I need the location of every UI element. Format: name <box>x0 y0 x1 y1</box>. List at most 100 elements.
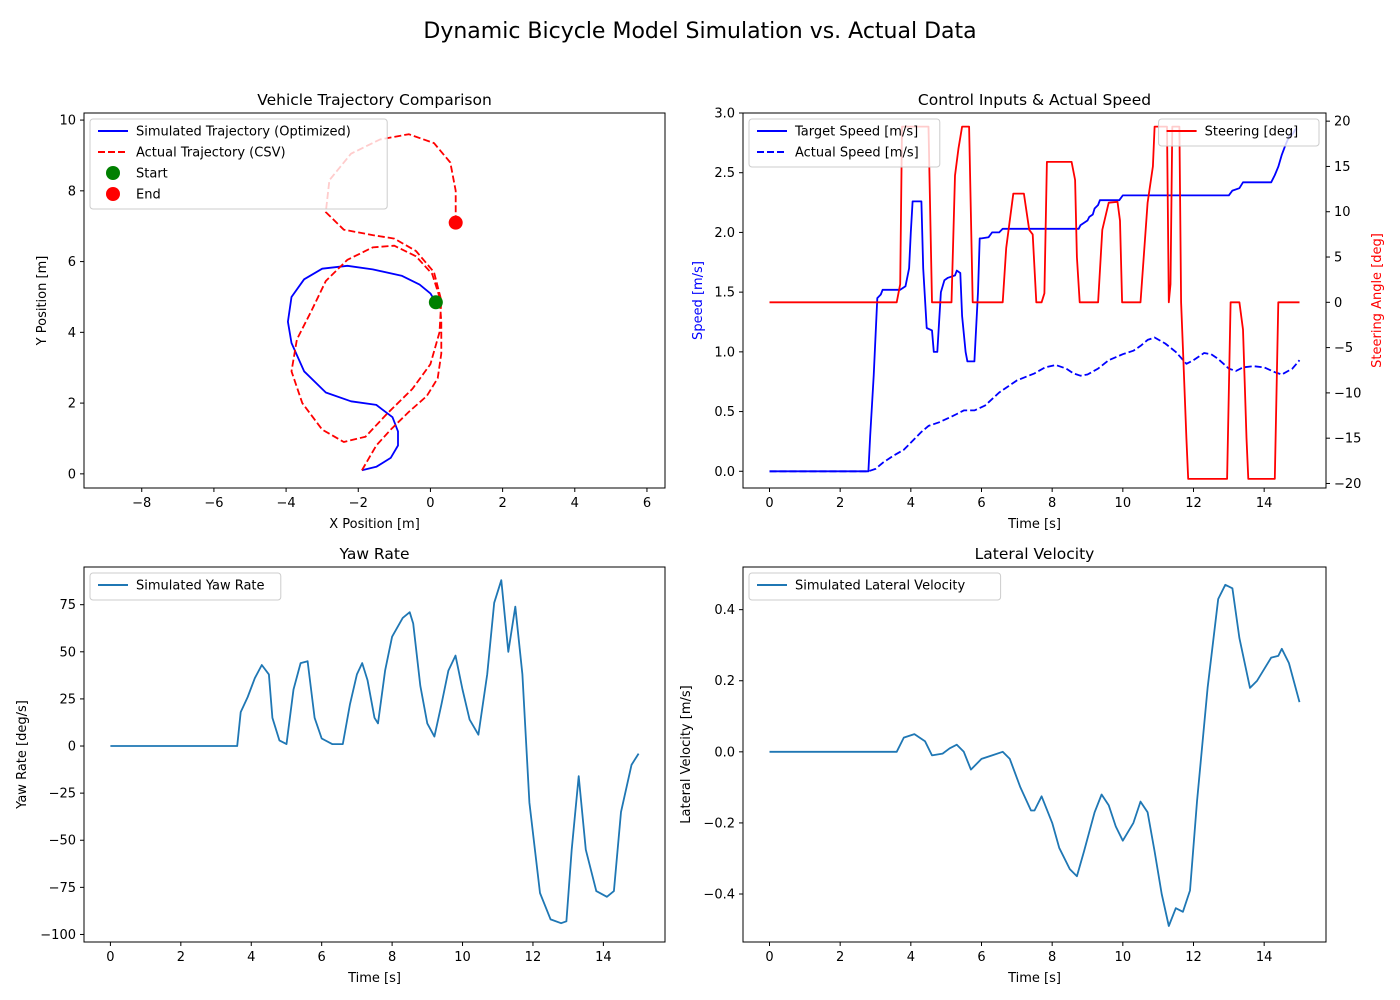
trajectory-panel: −8 −6 −4 −2 0 2 4 6 0 2 4 6 8 10 Vehicle Trajectory Co… <box>35 91 666 532</box>
x-tick-label: −8 <box>132 496 151 511</box>
x-tick-label: 12 <box>1185 950 1202 965</box>
end-marker <box>448 215 463 230</box>
y-right-tick-label: −15 <box>1334 432 1361 447</box>
y-axis-label: Speed [m/s] <box>691 261 706 340</box>
y-axis-label: Y Position [m] <box>35 256 50 347</box>
x-axis-label: Time [s] <box>1007 517 1061 532</box>
series-line <box>769 583 1301 927</box>
y-tick-label: −100 <box>40 928 76 943</box>
y-tick-label: 1.0 <box>714 345 735 360</box>
y-right-tick-label: 15 <box>1334 160 1351 175</box>
y-axis-label: Yaw Rate [deg/s] <box>15 700 30 810</box>
y-right-tick-label: 0 <box>1334 296 1342 311</box>
legend-label: Actual Trajectory (CSV) <box>136 146 286 161</box>
figure-title: Dynamic Bicycle Model Simulation vs. Act… <box>423 19 976 44</box>
x-tick-label: 6 <box>977 950 985 965</box>
legend-label: Simulated Yaw Rate <box>136 579 265 594</box>
x-tick-label: −4 <box>277 496 296 511</box>
x-tick-label: 14 <box>1256 950 1273 965</box>
y-tick-label: 0.4 <box>714 603 735 618</box>
legend: Simulated Trajectory (Optimized) Actual T… <box>89 118 388 210</box>
x-tick-label: 10 <box>1115 496 1132 511</box>
plot-title: Yaw Rate <box>339 545 410 563</box>
legend-marker <box>106 166 120 180</box>
y-tick-label: 2.5 <box>714 166 735 181</box>
legend-label: Target Speed [m/s] <box>794 125 918 140</box>
plot-title: Control Inputs & Actual Speed <box>918 91 1151 109</box>
legend-frame <box>748 118 941 168</box>
y-tick-label: 50 <box>59 645 76 660</box>
legend-frame <box>89 572 282 601</box>
plot-title: Lateral Velocity <box>975 545 1095 563</box>
y-axis-label: Lateral Velocity [m/s] <box>679 685 694 823</box>
legend-label: Actual Speed [m/s] <box>795 146 919 161</box>
x-tick-label: 2 <box>836 496 844 511</box>
y-tick-label: −0.2 <box>703 816 735 831</box>
x-tick-label: 2 <box>836 950 844 965</box>
x-tick-label: 0 <box>765 496 773 511</box>
y-tick-label: 75 <box>59 598 76 613</box>
yaw-rate-panel: 0 2 4 6 8 10 12 14 −100 −75 −50 −25 0 25 50 75 Yaw Rate T… <box>15 545 666 986</box>
y-tick-label: 0.0 <box>714 745 735 760</box>
x-tick-label: 2 <box>498 496 506 511</box>
plot-frame <box>742 566 1327 943</box>
x-tick-label: 6 <box>643 496 651 511</box>
x-tick-label: 4 <box>907 950 915 965</box>
y-right-axis-label: Steering Angle [deg] <box>1370 233 1385 368</box>
series-line <box>769 128 1297 473</box>
x-tick-label: 2 <box>177 950 185 965</box>
x-tick-label: 14 <box>1256 496 1273 511</box>
y-tick-label: −75 <box>49 881 76 896</box>
legend-label: Simulated Trajectory (Optimized) <box>136 125 351 140</box>
x-tick-label: 6 <box>318 950 326 965</box>
x-tick-label: 0 <box>426 496 434 511</box>
x-tick-label: 0 <box>765 950 773 965</box>
legend: Target Speed [m/s] Actual Speed [m/s] <box>748 118 941 168</box>
series-line <box>287 264 437 472</box>
plot-title: Vehicle Trajectory Comparison <box>257 91 492 109</box>
y-tick-label: 0 <box>68 467 76 482</box>
y-tick-label: 0.2 <box>714 674 735 689</box>
x-tick-label: −2 <box>349 496 368 511</box>
x-axis-label: Time [s] <box>347 971 401 986</box>
y-right-tick-label: 5 <box>1334 251 1342 266</box>
x-axis-label: X Position [m] <box>329 517 420 532</box>
x-tick-label: 14 <box>595 950 612 965</box>
y-tick-label: 0.5 <box>714 405 735 420</box>
y-right-tick-label: −10 <box>1334 386 1361 401</box>
x-tick-label: 12 <box>525 950 542 965</box>
y-tick-label: 6 <box>68 255 76 270</box>
legend: Simulated Yaw Rate <box>89 572 282 601</box>
x-tick-label: 4 <box>907 496 915 511</box>
series-line <box>110 579 640 925</box>
legend-frame <box>1158 118 1320 147</box>
y-tick-label: 2 <box>68 397 76 412</box>
y-right-tick-label: 10 <box>1334 205 1351 220</box>
x-tick-label: −6 <box>204 496 223 511</box>
x-tick-label: 8 <box>1048 496 1056 511</box>
plot-frame <box>83 566 666 943</box>
legend: Steering [deg] <box>1158 118 1320 147</box>
y-tick-label: 4 <box>68 326 76 341</box>
lateral-velocity-panel: 0 2 4 6 8 10 12 14 −0.4 −0.2 0.0 0.2 0.4 Lateral Velo… <box>679 545 1327 986</box>
x-tick-label: 4 <box>247 950 255 965</box>
series-line <box>769 125 1300 480</box>
x-tick-label: 8 <box>1048 950 1056 965</box>
x-axis-label: Time [s] <box>1007 971 1061 986</box>
y-tick-label: −0.4 <box>703 888 735 903</box>
y-tick-label: −25 <box>49 787 76 802</box>
legend-frame <box>89 118 388 210</box>
y-tick-label: −50 <box>49 834 76 849</box>
legend-label: Steering [deg] <box>1205 125 1299 140</box>
plot-frame <box>742 112 1327 489</box>
start-marker <box>428 295 443 310</box>
y-right-tick-label: −5 <box>1334 341 1353 356</box>
y-right-tick-label: 20 <box>1334 115 1351 130</box>
y-tick-label: 3.0 <box>714 107 735 122</box>
y-tick-label: 2.0 <box>714 226 735 241</box>
y-tick-label: 0 <box>68 740 76 755</box>
legend-label: Start <box>136 167 168 182</box>
y-tick-label: 25 <box>59 692 76 707</box>
x-tick-label: 6 <box>977 496 985 511</box>
